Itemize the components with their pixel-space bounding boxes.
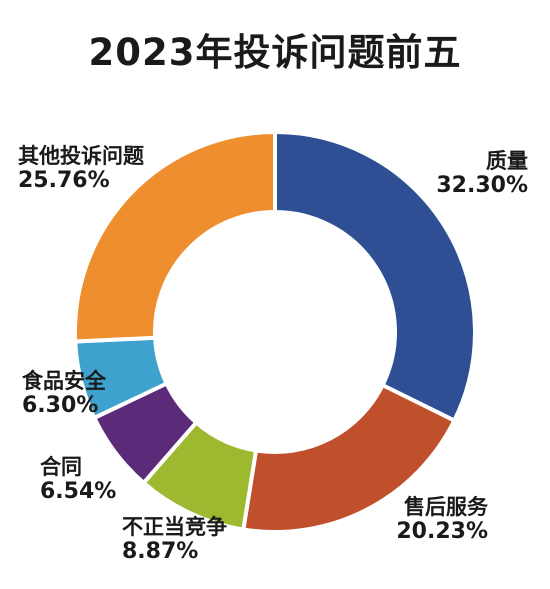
slice-value: 32.30% — [436, 172, 528, 198]
label-food-safety: 食品安全 6.30% — [22, 369, 106, 418]
slice-name: 合同 — [40, 455, 82, 479]
slice-name: 不正当竞争 — [122, 515, 227, 539]
slice-value: 25.76% — [18, 167, 110, 193]
label-other: 其他投诉问题 25.76% — [18, 144, 144, 193]
slice-name: 售后服务 — [404, 495, 488, 519]
slice-value: 20.23% — [396, 518, 488, 544]
label-contract: 合同 6.54% — [40, 455, 117, 504]
label-after-sales: 售后服务 20.23% — [396, 495, 488, 544]
label-unfair-competition: 不正当竞争 8.87% — [122, 515, 227, 564]
slice-name: 食品安全 — [22, 369, 106, 393]
slice-after-sales — [241, 382, 458, 534]
slice-value: 6.30% — [22, 392, 99, 418]
slice-name: 质量 — [486, 149, 528, 173]
chart-title: 2023年投诉问题前五 — [88, 31, 462, 74]
label-quality: 质量 32.30% — [436, 149, 528, 198]
slice-value: 6.54% — [40, 478, 117, 504]
slice-quality — [273, 129, 477, 424]
slice-other — [73, 129, 277, 344]
slice-value: 8.87% — [122, 538, 199, 564]
slice-name: 其他投诉问题 — [18, 144, 144, 168]
